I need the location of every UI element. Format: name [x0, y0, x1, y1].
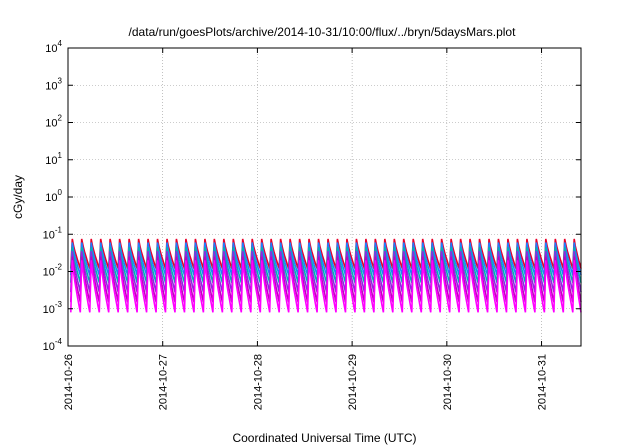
x-axis-label: Coordinated Universal Time (UTC): [232, 431, 416, 445]
chart-title: /data/run/goesPlots/archive/2014-10-31/1…: [129, 25, 517, 39]
y-tick-label: 10-1: [43, 225, 63, 241]
y-tick-label: 101: [45, 151, 62, 167]
y-tick-label: 100: [45, 188, 62, 204]
x-tick-label: 2014-10-31: [537, 354, 549, 410]
y-tick-label: 104: [45, 39, 62, 55]
x-tick-label: 2014-10-30: [442, 354, 454, 410]
series-line: [70, 260, 582, 313]
y-tick-label: 10-2: [43, 263, 63, 279]
y-ticks: 10-4 10-3 10-2 10-1 100 101 102 103 104: [43, 39, 581, 353]
x-tick-label: 2014-10-28: [252, 354, 264, 410]
x-tick-label: 2014-10-27: [158, 354, 170, 410]
x-ticks: 2014-10-26 2014-10-27 2014-10-28 2014-10-29…: [63, 48, 549, 410]
x-tick-label: 2014-10-29: [347, 354, 359, 410]
y-tick-label: 102: [45, 114, 62, 130]
y-tick-label: 10-4: [43, 337, 63, 353]
y-tick-label: 103: [45, 76, 62, 92]
x-tick-label: 2014-10-26: [63, 354, 75, 410]
series-group: [70, 238, 582, 313]
y-axis-label: cGy/day: [11, 175, 25, 219]
y-tick-label: 10-3: [43, 300, 63, 316]
